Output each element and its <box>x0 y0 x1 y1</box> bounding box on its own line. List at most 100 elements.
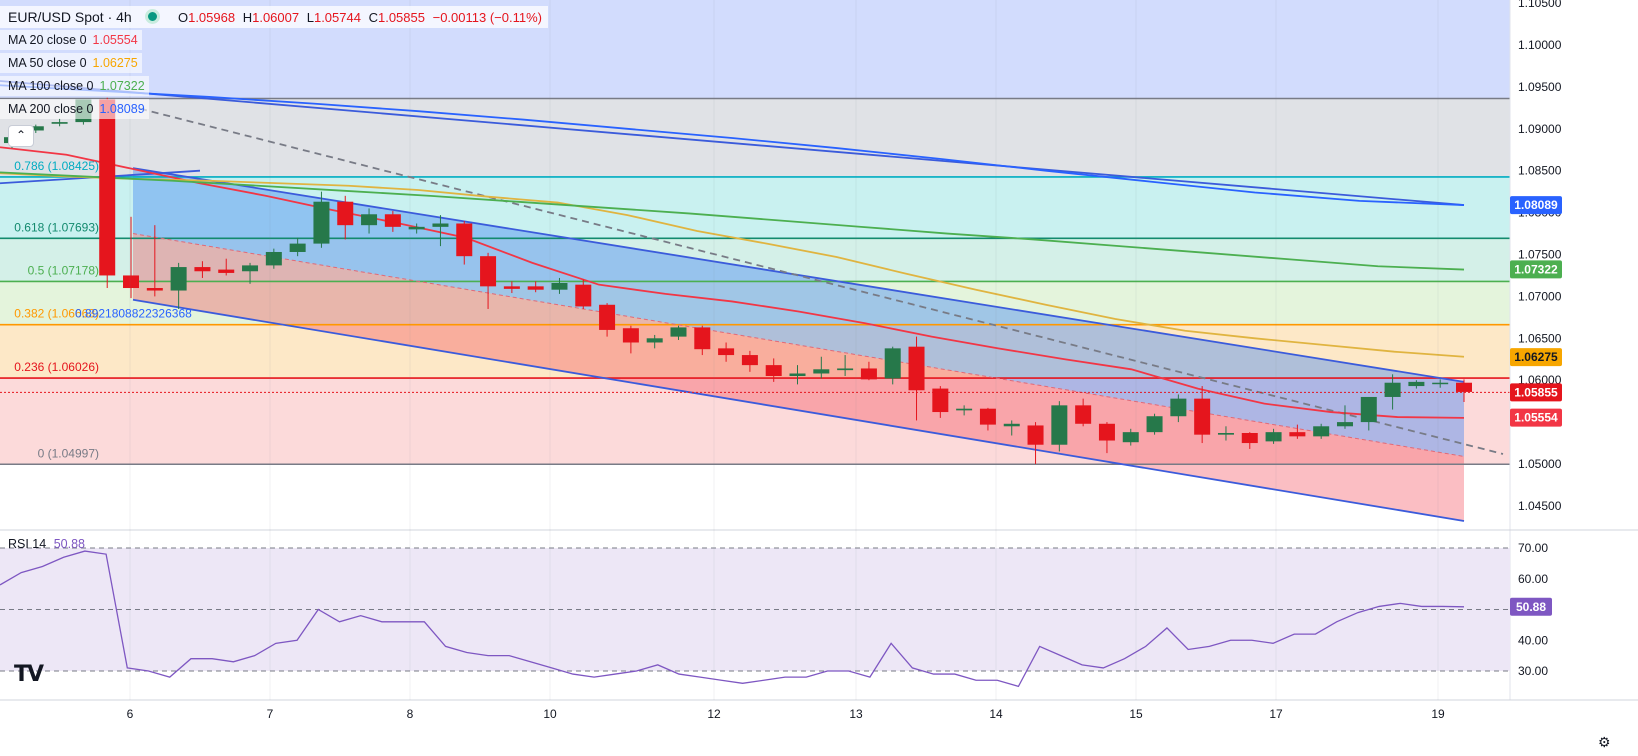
candle-body-46 <box>1098 423 1115 441</box>
ma20-legend[interactable]: MA 20 close 0 1.05554 <box>0 30 142 50</box>
ma20-value: 1.05554 <box>92 33 138 47</box>
ohlc-low-label: L <box>306 10 314 25</box>
rsi-tick-3: 30.00 <box>1518 664 1548 678</box>
candle-body-2 <box>51 122 68 124</box>
symbol-title: EUR/USD Spot · 4h <box>8 9 132 25</box>
candle-body-30 <box>718 348 735 356</box>
symbol-legend[interactable]: EUR/USD Spot · 4h O1.05968 H1.06007 L1.0… <box>0 6 548 28</box>
ohlc-close-label: C <box>368 10 378 25</box>
price-axis-bg <box>1510 0 1638 756</box>
candle-body-1 <box>27 126 44 131</box>
candle-body-49 <box>1170 398 1187 417</box>
rsi-badge-text: 50.88 <box>1516 600 1546 614</box>
price-badge-0 <box>1510 196 1562 215</box>
candle-body-17 <box>408 226 425 230</box>
candle-body-53 <box>1265 432 1282 442</box>
candle-body-9 <box>218 269 235 273</box>
chevron-up-icon: ⌃ <box>15 128 27 142</box>
ma50-legend[interactable]: MA 50 close 0 1.06275 <box>0 53 142 73</box>
candle-body-55 <box>1313 426 1330 437</box>
channel-upper-line <box>132 167 1465 383</box>
candle-body-41 <box>979 408 996 425</box>
price-tick-6: 1.07500 <box>1518 248 1562 262</box>
price-badge-2 <box>1510 348 1562 367</box>
candle-body-56 <box>1336 422 1353 427</box>
price-tick-2: 1.09500 <box>1518 80 1562 94</box>
time-tick-6: 14 <box>989 707 1003 721</box>
candle-body-51 <box>1217 432 1234 435</box>
candle-body-57 <box>1360 396 1377 423</box>
ma200-legend[interactable]: MA 200 close 0 1.08089 <box>0 99 149 119</box>
candle-body-7 <box>170 267 187 291</box>
rsi-value: 50.88 <box>53 537 85 551</box>
price-tick-12: 1.04500 <box>1518 499 1562 513</box>
time-tick-2: 8 <box>407 707 414 721</box>
candle-body-15 <box>361 214 378 226</box>
tradingview-logo[interactable]: TV <box>14 662 44 687</box>
moving-average-lines <box>0 84 1465 419</box>
fib-label-5: 0 (1.04997) <box>38 446 99 460</box>
fib-label-1: 0.618 (1.07693) <box>14 220 99 234</box>
channel-mid-line <box>132 233 1465 457</box>
price-badge-text-4: 1.05554 <box>1514 411 1558 425</box>
fib-overlay-text: 0.8921808822326368 <box>75 307 192 321</box>
ma50-value: 1.06275 <box>92 56 138 70</box>
time-tick-4: 12 <box>707 707 721 721</box>
rsi-legend[interactable]: RSI 14 50.88 <box>8 537 85 551</box>
candle-body-13 <box>313 201 330 244</box>
candle-body-6 <box>146 288 163 291</box>
ohlc-change: −0.00113 (−0.11%) <box>432 10 542 25</box>
candle-body-31 <box>741 355 758 366</box>
candle-body-38 <box>908 346 925 391</box>
fib-zone-1 <box>0 98 1510 177</box>
candle-body-29 <box>694 327 711 350</box>
candle-body-50 <box>1194 398 1211 435</box>
rsi-line <box>0 550 1465 688</box>
fib-zone-3 <box>0 238 1510 282</box>
candle-body-5 <box>123 275 140 289</box>
ohlc-high-label: H <box>242 10 253 25</box>
candle-body-10 <box>242 265 259 272</box>
rsi-tick-2: 40.00 <box>1518 633 1548 647</box>
price-tick-7: 1.07000 <box>1518 289 1562 303</box>
price-badge-4 <box>1510 408 1562 427</box>
fib-label-0: 0.786 (1.08425) <box>14 159 99 173</box>
candle-body-23 <box>551 282 568 290</box>
price-badge-3 <box>1510 383 1562 402</box>
candle-body-20 <box>480 256 497 287</box>
collapse-legend-button[interactable]: ⌃ <box>8 125 34 147</box>
ohlc-open-label: O <box>177 10 189 25</box>
candle-body-19 <box>456 223 473 257</box>
candle-body-14 <box>337 201 354 226</box>
rsi-tick-0: 70.00 <box>1518 541 1548 555</box>
candle-body-39 <box>932 388 949 413</box>
ma100-value: 1.07322 <box>99 79 145 93</box>
candle-body-27 <box>646 338 663 343</box>
time-tick-8: 17 <box>1269 707 1283 721</box>
candle-body-28 <box>670 327 687 337</box>
candle-body-54 <box>1289 432 1306 437</box>
candle-body-11 <box>265 251 282 266</box>
rsi-band <box>0 548 1510 671</box>
candle-body-26 <box>622 328 639 343</box>
candle-body-8 <box>194 267 211 272</box>
ohlc-low: 1.05744 <box>313 10 361 25</box>
price-tick-4: 1.08500 <box>1518 164 1562 178</box>
time-tick-1: 7 <box>267 707 274 721</box>
candle-body-60 <box>1432 382 1449 385</box>
candle-body-44 <box>1051 405 1068 445</box>
price-axis[interactable]: 1.10500 1.10000 1.09500 1.09000 1.08500 1.080… <box>1509 0 1638 756</box>
rsi-pane[interactable]: 70.00 60.00 40.00 30.00 50.88 <box>0 529 1638 688</box>
trendlines <box>0 80 1510 522</box>
price-tick-11: 1.05000 <box>1518 457 1562 471</box>
candle-body-21 <box>503 286 520 289</box>
ma100-legend[interactable]: MA 100 close 0 1.07322 <box>0 76 149 96</box>
gear-icon[interactable]: ⚙ <box>1598 734 1611 750</box>
candle-body-61 <box>1456 382 1472 392</box>
price-tick-8: 1.06500 <box>1518 331 1562 345</box>
rsi-tick-1: 60.00 <box>1518 572 1548 586</box>
candle-body-45 <box>1075 405 1092 424</box>
ma20-label: MA 20 close 0 <box>8 33 87 47</box>
fib-label-4: 0.236 (1.06026) <box>14 360 99 374</box>
